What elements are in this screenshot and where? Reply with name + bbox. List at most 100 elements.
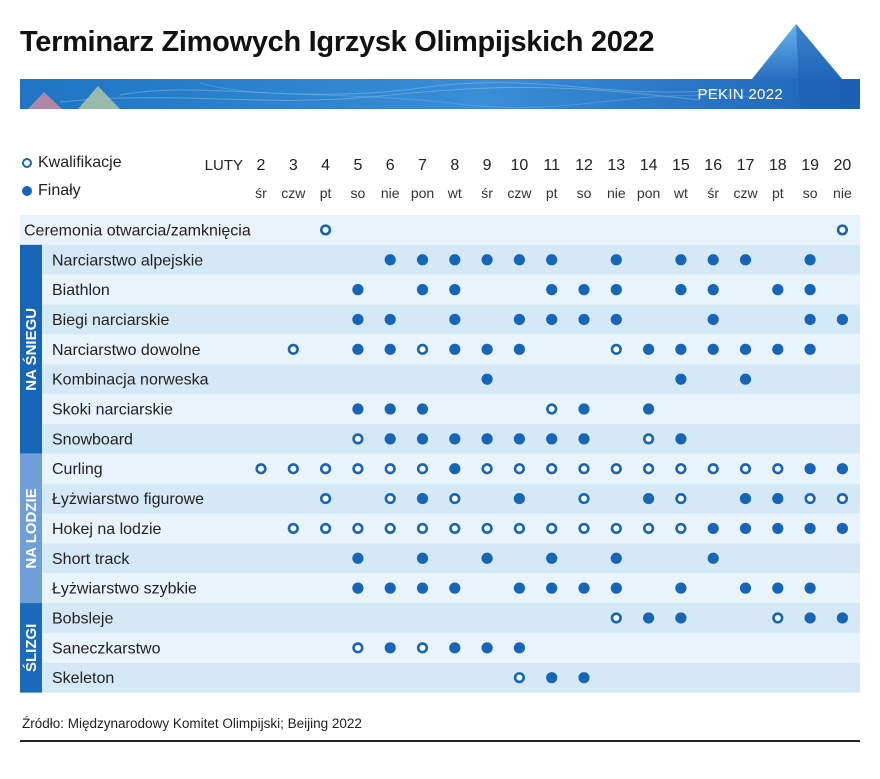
final-dot xyxy=(416,284,429,296)
final-dot xyxy=(546,672,558,684)
final-dot xyxy=(610,552,622,564)
qualification-dot xyxy=(352,642,364,654)
row-label: Skeleton xyxy=(52,670,114,687)
weekday-label: wt xyxy=(447,185,462,201)
weekday-label: nie xyxy=(833,185,852,201)
qualification-dot xyxy=(578,463,590,475)
qualification-dot xyxy=(804,492,816,505)
qualification-dot xyxy=(642,522,655,535)
weekday-label: śr xyxy=(255,185,267,201)
final-dot xyxy=(352,582,364,594)
table-row xyxy=(20,394,860,424)
group-strip xyxy=(20,603,42,693)
group-strip xyxy=(20,244,42,454)
final-dot xyxy=(675,254,687,266)
qualification-dot xyxy=(449,522,461,535)
final-dot xyxy=(804,254,816,266)
final-dot xyxy=(384,343,396,355)
final-dot xyxy=(481,343,493,355)
final-dot xyxy=(449,343,461,355)
final-dot xyxy=(513,433,526,445)
final-dot xyxy=(804,343,816,355)
final-dot xyxy=(836,463,849,475)
qualification-dot xyxy=(255,463,267,475)
final-dot xyxy=(384,254,396,266)
weekday-label: czw xyxy=(281,185,306,201)
final-dot xyxy=(643,343,655,355)
qualification-dot xyxy=(610,463,622,475)
final-dot xyxy=(384,582,396,594)
table-row xyxy=(20,334,860,365)
final-dot xyxy=(675,373,687,385)
day-label: 11 xyxy=(543,157,560,174)
final-dot xyxy=(352,403,364,415)
final-dot xyxy=(707,284,719,296)
final-dot xyxy=(610,582,622,594)
qualification-dot xyxy=(352,463,364,475)
table-row xyxy=(20,573,860,604)
open-circle-icon xyxy=(22,157,32,168)
weekday-label: pt xyxy=(546,185,558,201)
row-label: Biegi narciarskie xyxy=(52,312,169,329)
final-dot xyxy=(416,552,429,564)
final-dot xyxy=(481,373,493,385)
final-dot xyxy=(772,522,784,535)
final-dot xyxy=(804,612,816,624)
final-dot xyxy=(675,582,687,594)
final-dot xyxy=(513,343,526,355)
final-dot xyxy=(804,463,816,475)
row-label: Curling xyxy=(52,461,103,478)
qualification-dot xyxy=(513,522,526,535)
final-dot xyxy=(449,582,461,594)
legend-final-label: Finały xyxy=(38,182,81,199)
group-label: NA LODZIE xyxy=(23,488,40,568)
month-label: LUTY xyxy=(205,157,243,174)
qualification-dot xyxy=(707,463,719,475)
weekday-label: so xyxy=(351,185,366,201)
qualification-dot xyxy=(352,433,364,445)
qualification-dot xyxy=(610,522,622,535)
final-dot xyxy=(449,313,461,326)
qualification-dot xyxy=(416,343,429,355)
qualification-dot xyxy=(739,463,752,475)
final-dot xyxy=(416,492,429,505)
table-row xyxy=(20,364,860,395)
day-label: 18 xyxy=(769,157,787,174)
qualification-dot xyxy=(384,492,396,505)
final-dot xyxy=(352,552,364,564)
final-dot xyxy=(384,403,396,415)
qualification-dot xyxy=(481,463,493,475)
day-label: 9 xyxy=(483,157,492,174)
final-dot xyxy=(578,403,590,415)
qualification-dot xyxy=(610,612,622,624)
final-dot xyxy=(707,254,719,266)
final-dot xyxy=(739,582,752,594)
final-dot xyxy=(449,642,461,654)
final-dot xyxy=(546,313,558,326)
qualification-dot xyxy=(675,463,687,475)
qualification-dot xyxy=(546,522,558,535)
row-label: Kombinacja norweska xyxy=(52,372,209,389)
table-row xyxy=(20,662,860,693)
filled-circle-icon xyxy=(22,185,32,196)
final-dot xyxy=(578,672,590,684)
qualification-dot xyxy=(320,492,332,505)
final-dot xyxy=(836,522,849,535)
row-label: Short track xyxy=(52,551,130,568)
row-label: Snowboard xyxy=(52,431,133,448)
final-dot xyxy=(352,343,364,355)
table-row xyxy=(20,244,860,275)
final-dot xyxy=(481,552,493,564)
row-label: Hokej na lodzie xyxy=(52,521,162,538)
qualification-dot xyxy=(675,492,687,505)
qualification-dot xyxy=(320,224,332,236)
final-dot xyxy=(578,433,590,445)
final-dot xyxy=(449,284,461,296)
qualification-dot xyxy=(578,522,590,535)
final-dot xyxy=(449,463,461,475)
final-dot xyxy=(836,612,849,624)
header-banner xyxy=(20,24,860,109)
final-dot xyxy=(578,582,590,594)
row-label: Ceremonia otwarcia/zamknięcia xyxy=(24,222,251,239)
